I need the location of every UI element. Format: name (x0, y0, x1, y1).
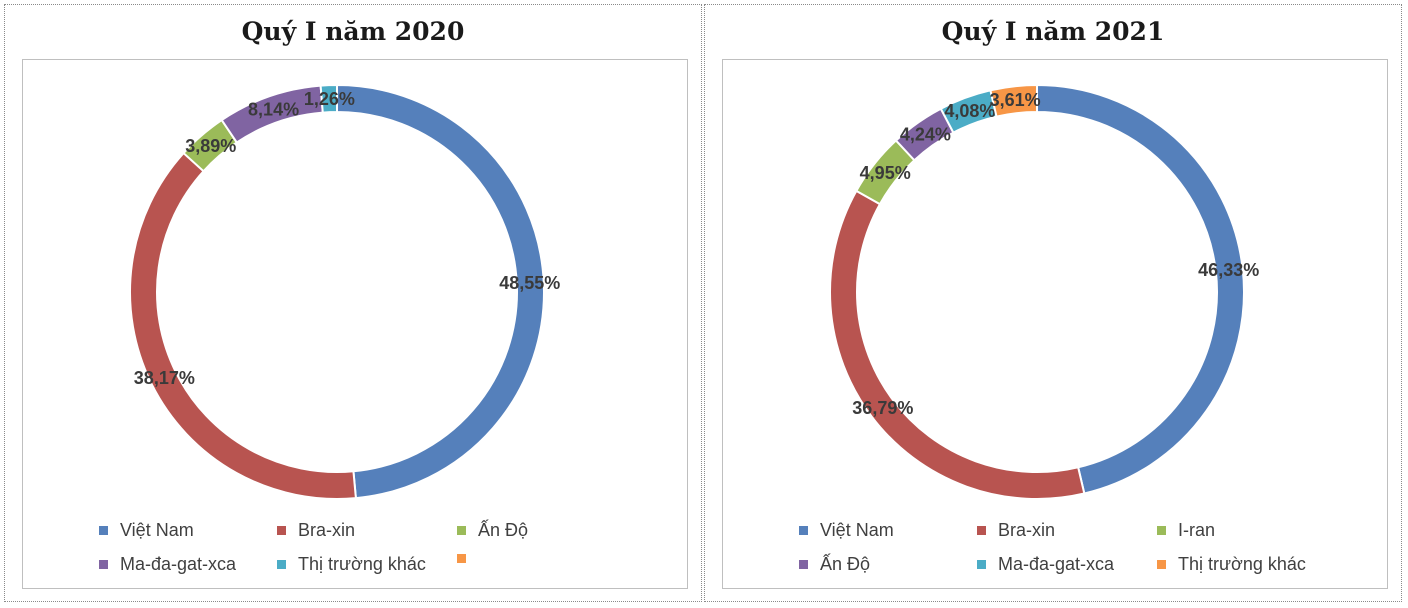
legend-item: Ma-đa-gat-xca (977, 554, 1114, 575)
legend-swatch (99, 560, 108, 569)
legend-item: I-ran (1157, 520, 1215, 541)
legend-item: Bra-xin (977, 520, 1055, 541)
donut-slice (1036, 83, 1245, 495)
slice-value-label: 1,26% (304, 89, 355, 109)
slice-value-label: 36,79% (852, 398, 913, 418)
legend-swatch (1157, 526, 1166, 535)
slice-value-label: 3,61% (990, 90, 1041, 110)
legend-label: Việt Nam (820, 520, 894, 540)
legend-swatch (99, 526, 108, 535)
slice-value-label: 38,17% (134, 368, 195, 388)
chart-title: Quý I năm 2021 (941, 17, 1165, 46)
legend-item: Bra-xin (277, 520, 355, 541)
legend-swatch (457, 554, 466, 563)
chart-panel-2020: Quý I năm 2020 48,55% 38,17% 3,89% 8,14% 1,2… (4, 4, 702, 602)
legend-item: Việt Nam (99, 520, 194, 541)
legend-label: Bra-xin (998, 520, 1056, 540)
legend-swatch (277, 526, 286, 535)
slice-value-label: 4,08% (944, 101, 995, 121)
legend-item: Thị trường khác (277, 554, 426, 575)
donut-plot-area: 48,55% 38,17% 3,89% 8,14% 1,26% Việt Nam Bra-… (22, 59, 688, 589)
legend-label: Việt Nam (120, 520, 194, 540)
legend-item: Ma-đa-gat-xca (99, 554, 236, 575)
slice-value-label: 4,95% (860, 163, 911, 183)
legend-swatch (1157, 560, 1166, 569)
donut-slice (829, 189, 1086, 500)
legend-item: Ấn Độ (457, 520, 528, 541)
slice-value-label: 8,14% (248, 100, 299, 120)
donut-chart-2021: 46,33% 36,79% 4,95% 4,24% 4,08%3,61% (829, 83, 1259, 500)
chart-panel-2021: Quý I năm 2021 46,33% 36,79% 4,95% 4,24% 4,0… (704, 4, 1402, 602)
legend-label: Ấn Độ (478, 520, 529, 540)
legend-swatch (277, 560, 286, 569)
legend-label: Ma-đa-gat-xca (120, 554, 237, 574)
legend-swatch (799, 526, 808, 535)
donut-plot-area: 46,33% 36,79% 4,95% 4,24% 4,08% 3,61% Việt Na… (722, 59, 1388, 589)
legend-swatch (457, 526, 466, 535)
legend-item (457, 554, 478, 563)
legend-label: I-ran (1178, 520, 1216, 540)
legend-swatch (977, 526, 986, 535)
legend-item: Thị trường khác (1157, 554, 1306, 575)
slice-value-label: 48,55% (499, 273, 560, 293)
donut-slice (129, 151, 357, 500)
chart-title: Quý I năm 2020 (241, 17, 465, 46)
legend-label: Thị trường khác (298, 554, 426, 574)
donut-slice (989, 83, 1038, 118)
legend-label: Ma-đa-gat-xca (998, 554, 1115, 574)
slice-value-label: 4,24% (900, 125, 951, 145)
donut-chart-2020: 48,55% 38,17% 3,89% 8,14%1,26% (129, 83, 560, 500)
legend-item: Việt Nam (799, 520, 894, 541)
legend-swatch (977, 560, 986, 569)
legend-label: Thị trường khác (1178, 554, 1306, 574)
slice-value-label: 3,89% (185, 136, 236, 156)
slice-value-label: 46,33% (1198, 260, 1259, 280)
donut-slice (319, 83, 338, 114)
legend-label: Bra-xin (298, 520, 356, 540)
legend-swatch (799, 560, 808, 569)
legend-label: Ấn Độ (820, 554, 871, 574)
legend-item: Ấn Độ (799, 554, 870, 575)
